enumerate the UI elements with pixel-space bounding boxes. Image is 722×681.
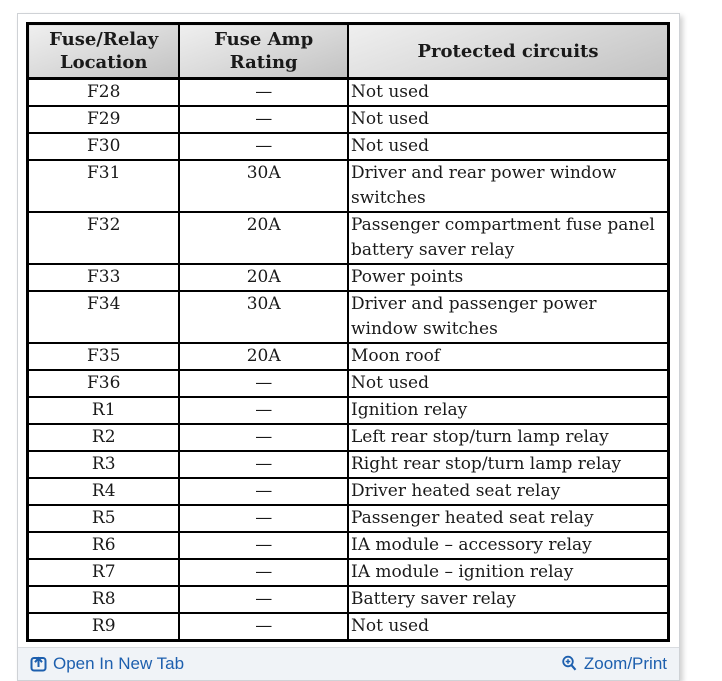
- fuse-chart-widget: Fuse/Relay Location Fuse Amp Rating Prot…: [17, 13, 680, 681]
- cell-circuits: IA module – accessory relay: [346, 531, 670, 561]
- table-row: F29— Not used: [26, 105, 670, 135]
- table-row: F33 20A Power points: [26, 263, 670, 293]
- cell-location: R3: [26, 450, 181, 480]
- cell-location: F35: [26, 342, 181, 372]
- cell-location: F32: [26, 211, 181, 266]
- cell-circuits: Driver and passenger power window switch…: [346, 290, 670, 345]
- cell-location: F36: [26, 369, 181, 399]
- header-fuse-amp-rating: Fuse Amp Rating: [178, 22, 349, 81]
- cell-circuits: Moon roof: [346, 342, 670, 372]
- cell-circuits: Passenger heated seat relay: [346, 504, 670, 534]
- cell-location: R1: [26, 396, 181, 426]
- fuse-table-body: F28— Not used F29— Not used F30— Not used F31 3…: [26, 77, 670, 642]
- cell-circuits: Driver and rear power window switches: [346, 159, 670, 214]
- footer-bar: Open In New Tab Zoom/Print: [18, 647, 679, 681]
- cell-circuits: Driver heated seat relay: [346, 477, 670, 507]
- cell-location: R6: [26, 531, 181, 561]
- header-fuse-relay-location: Fuse/Relay Location: [26, 22, 181, 81]
- fuse-table-container: Fuse/Relay Location Fuse Amp Rating Prot…: [18, 14, 679, 648]
- cell-circuits: Battery saver relay: [346, 585, 670, 615]
- cell-location: R5: [26, 504, 181, 534]
- cell-location: R7: [26, 558, 181, 588]
- table-row: F36— Not used: [26, 369, 670, 399]
- fuse-table: Fuse/Relay Location Fuse Amp Rating Prot…: [26, 22, 670, 643]
- cell-rating: 20A: [178, 211, 349, 266]
- open-in-new-tab-icon: [30, 655, 47, 672]
- table-row: F34 30A Driver and passenger power window …: [26, 290, 670, 345]
- table-row: R2— Left rear stop/turn lamp relay: [26, 423, 670, 453]
- cell-rating: —: [178, 105, 349, 135]
- cell-rating: —: [178, 77, 349, 108]
- table-row: F32 20A Passenger compartment fuse panel b…: [26, 211, 670, 266]
- cell-rating: 20A: [178, 342, 349, 372]
- header-protected-circuits: Protected circuits: [346, 22, 670, 81]
- table-row: R8— Battery saver relay: [26, 585, 670, 615]
- cell-circuits: Not used: [346, 132, 670, 162]
- cell-location: F30: [26, 132, 181, 162]
- zoom-magnifier-icon: [561, 655, 578, 672]
- cell-rating: 30A: [178, 159, 349, 214]
- cell-location: F33: [26, 263, 181, 293]
- cell-rating: —: [178, 132, 349, 162]
- cell-rating: —: [178, 504, 349, 534]
- cell-circuits: Left rear stop/turn lamp relay: [346, 423, 670, 453]
- cell-rating: —: [178, 612, 349, 642]
- cell-rating: 20A: [178, 263, 349, 293]
- table-row: F28— Not used: [26, 77, 670, 108]
- cell-rating: —: [178, 585, 349, 615]
- cell-circuits: IA module – ignition relay: [346, 558, 670, 588]
- cell-rating: —: [178, 396, 349, 426]
- table-row: F31 30A Driver and rear power window switc…: [26, 159, 670, 214]
- table-header-row: Fuse/Relay Location Fuse Amp Rating Prot…: [26, 22, 670, 81]
- table-row: R3— Right rear stop/turn lamp relay: [26, 450, 670, 480]
- table-row: F30— Not used: [26, 132, 670, 162]
- zoom-print-link[interactable]: Zoom/Print: [561, 654, 667, 674]
- table-row: R9— Not used: [26, 612, 670, 642]
- cell-circuits: Not used: [346, 77, 670, 108]
- cell-rating: 30A: [178, 290, 349, 345]
- cell-location: R4: [26, 477, 181, 507]
- cell-circuits: Power points: [346, 263, 670, 293]
- table-row: R5— Passenger heated seat relay: [26, 504, 670, 534]
- cell-rating: —: [178, 423, 349, 453]
- cell-rating: —: [178, 477, 349, 507]
- cell-circuits: Not used: [346, 612, 670, 642]
- table-row: R1— Ignition relay: [26, 396, 670, 426]
- cell-location: F29: [26, 105, 181, 135]
- open-in-new-tab-link[interactable]: Open In New Tab: [30, 654, 184, 674]
- open-in-new-tab-label: Open In New Tab: [53, 653, 185, 673]
- table-row: F35 20A Moon roof: [26, 342, 670, 372]
- cell-rating: —: [178, 558, 349, 588]
- cell-rating: —: [178, 450, 349, 480]
- cell-rating: —: [178, 369, 349, 399]
- table-row: R7— IA module – ignition relay: [26, 558, 670, 588]
- cell-location: F31: [26, 159, 181, 214]
- cell-circuits: Ignition relay: [346, 396, 670, 426]
- table-row: R6— IA module – accessory relay: [26, 531, 670, 561]
- cell-circuits: Not used: [346, 105, 670, 135]
- cell-circuits: Passenger compartment fuse panel battery…: [346, 211, 670, 266]
- zoom-print-label: Zoom/Print: [583, 653, 667, 673]
- cell-circuits: Right rear stop/turn lamp relay: [346, 450, 670, 480]
- cell-location: R8: [26, 585, 181, 615]
- cell-location: F28: [26, 77, 181, 108]
- cell-location: R9: [26, 612, 181, 642]
- cell-rating: —: [178, 531, 349, 561]
- cell-circuits: Not used: [346, 369, 670, 399]
- table-row: R4— Driver heated seat relay: [26, 477, 670, 507]
- cell-location: R2: [26, 423, 181, 453]
- cell-location: F34: [26, 290, 181, 345]
